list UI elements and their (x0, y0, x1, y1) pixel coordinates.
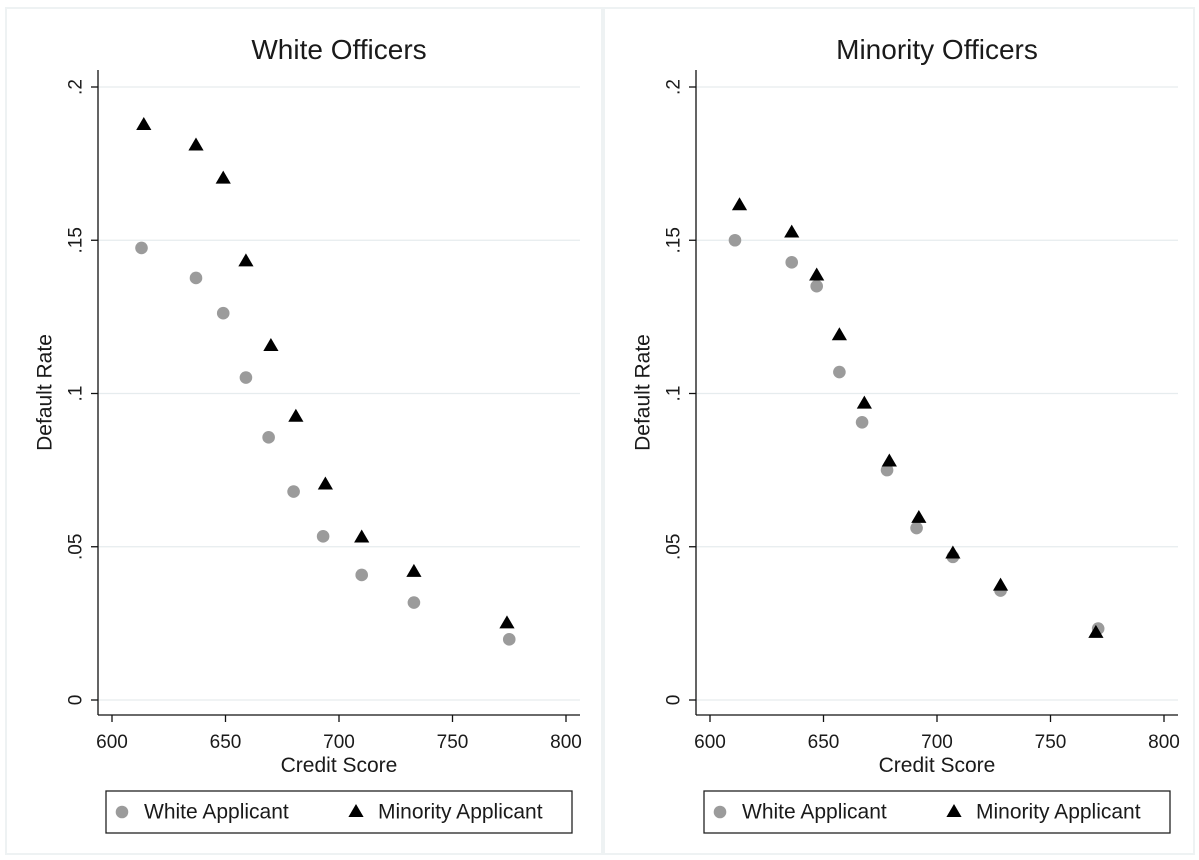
x-tick-label: 800 (550, 732, 582, 753)
white-applicant-point (810, 279, 823, 293)
white-applicant-point (262, 431, 275, 444)
x-tick-label: 650 (210, 732, 242, 753)
minority-applicant-point (1088, 624, 1104, 638)
x-tick-label: 700 (323, 732, 355, 753)
minority-applicant-point (856, 395, 872, 409)
legend-marker-minority-applicant (946, 804, 962, 817)
y-tick-label: .15 (664, 227, 685, 253)
minority-applicant-point (992, 577, 1009, 591)
legend-label-white-applicant: White Applicant (144, 801, 289, 824)
legend-label-white-applicant: White Applicant (742, 801, 887, 824)
legend-box (703, 790, 1171, 834)
minority-applicant-point (317, 476, 333, 490)
legend-marker-white-applicant (115, 805, 129, 819)
white-applicant-point (407, 596, 421, 609)
legend-label-minority-applicant: Minority Applicant (378, 801, 543, 824)
white-applicant-point (785, 256, 799, 269)
minority-applicant-point (354, 529, 370, 543)
y-tick-label: .05 (664, 534, 685, 560)
legend-marker-white-applicant (713, 805, 727, 819)
white-applicant-point (316, 530, 330, 543)
y-tick-label: .2 (664, 79, 685, 95)
minority-applicant-point (945, 545, 961, 559)
y-tick-label: .1 (664, 386, 685, 402)
white-applicant-point (135, 241, 148, 255)
minority-applicant-point (499, 615, 515, 629)
white-applicant-point (502, 633, 516, 646)
legend-label-minority-applicant: Minority Applicant (976, 801, 1141, 824)
white-applicant-point (239, 371, 253, 384)
y-tick-label: .15 (66, 227, 87, 253)
minority-applicant-point (136, 117, 152, 130)
panel-background (5, 7, 603, 855)
white-applicant-point (287, 485, 300, 498)
white-applicant-point (216, 306, 230, 320)
legend-marker-minority-applicant (348, 804, 364, 817)
x-tick-label: 750 (437, 732, 469, 753)
y-axis-title: Default Rate (632, 334, 655, 451)
x-axis-title: Credit Score (879, 754, 996, 777)
x-axis-title: Credit Score (281, 754, 398, 777)
minority-applicant-point (188, 137, 204, 151)
minority-applicant-point (406, 563, 422, 577)
x-tick-label: 700 (921, 732, 953, 753)
minority-applicant-point (288, 408, 304, 422)
minority-applicant-point (784, 224, 800, 238)
minority-applicant-point (215, 170, 231, 184)
x-tick-label: 750 (1035, 732, 1067, 753)
legend-box (105, 790, 573, 834)
white-applicant-point (833, 365, 846, 379)
y-tick-label: 0 (664, 695, 685, 706)
x-tick-label: 600 (96, 732, 128, 753)
panel-minority-officers: Minority Officers 0 .05 .1 .15 .2 600 650 700 75… (603, 7, 1195, 855)
panel-white-officers: White Officers 0 .05 .1 .15 .2 600 650 700 750 80… (5, 7, 603, 855)
minority-applicant-point (238, 253, 254, 267)
white-applicant-point (855, 416, 869, 429)
white-applicant-point (189, 271, 203, 285)
minority-applicant-point (263, 337, 279, 351)
white-applicant-point (728, 233, 742, 247)
y-tick-label: .2 (66, 79, 87, 95)
white-applicant-point (355, 568, 369, 582)
minority-applicant-point (881, 453, 897, 467)
white-applicant-point (910, 521, 923, 535)
panel-background (603, 7, 1195, 855)
x-tick-label: 650 (808, 732, 840, 753)
minority-applicant-point (911, 509, 927, 523)
plot-area: 0 .05 .1 .15 .2 600 650 700 750 800 Credit Score De… (632, 70, 1180, 834)
panel-title: White Officers (251, 34, 426, 65)
y-axis-title: Default Rate (34, 334, 57, 451)
white-applicant-point (880, 463, 894, 477)
minority-applicant-point (809, 267, 825, 281)
x-tick-label: 600 (694, 732, 726, 753)
minority-applicant-point (731, 197, 748, 211)
panel-title: Minority Officers (836, 34, 1038, 65)
minority-applicant-point (831, 327, 847, 341)
x-tick-label: 800 (1148, 732, 1180, 753)
y-tick-label: .1 (66, 386, 87, 402)
y-tick-label: .05 (66, 534, 87, 560)
plot-area: 0 .05 .1 .15 .2 600 650 700 750 800 Credit Score De… (34, 70, 582, 834)
y-tick-label: 0 (66, 695, 87, 706)
